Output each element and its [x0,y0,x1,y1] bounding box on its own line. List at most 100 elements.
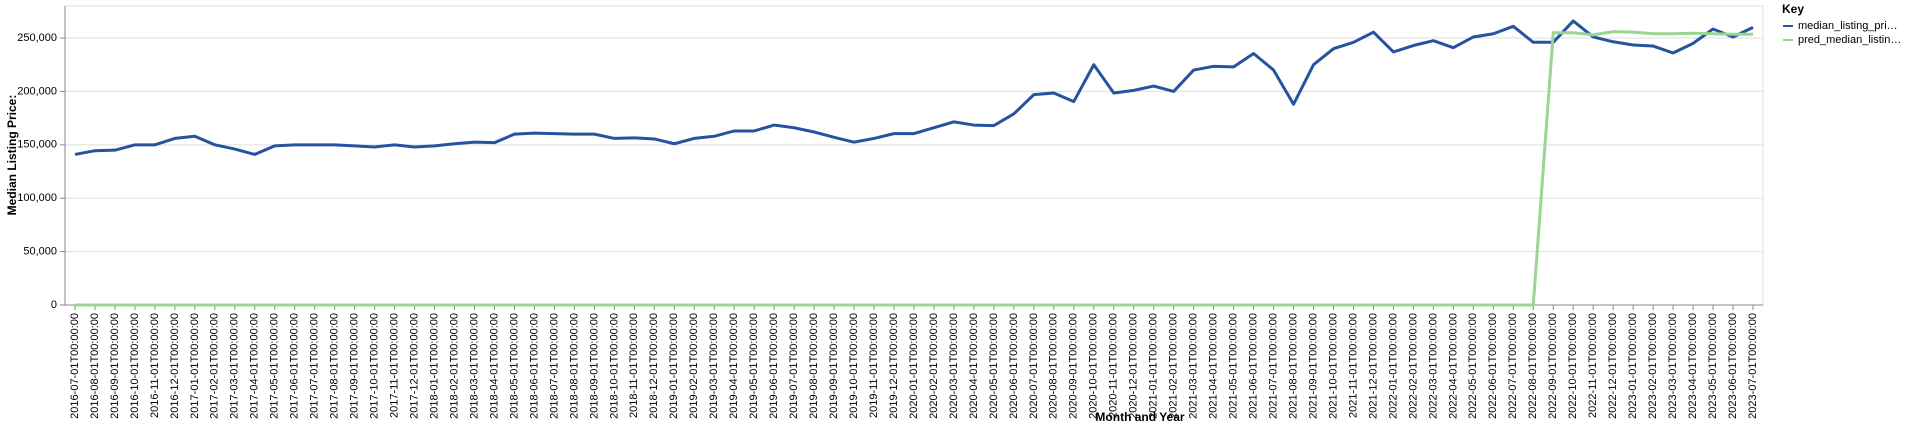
x-tick-label: 2021-12-01T00:00:00 [1367,313,1379,419]
x-tick-label: 2021-06-01T00:00:00 [1248,313,1260,419]
x-tick-label: 2018-08-01T00:00:00 [568,313,580,419]
x-tick-label: 2019-07-01T00:00:00 [788,313,800,419]
x-tick-label: 2016-11-01T00:00:00 [149,313,161,418]
x-tick-label: 2018-05-01T00:00:00 [508,313,520,419]
x-tick-label: 2023-04-01T00:00:00 [1687,313,1699,419]
x-tick-label: 2019-09-01T00:00:00 [828,313,840,419]
x-tick-label: 2023-02-01T00:00:00 [1647,313,1659,419]
plot-frame [64,5,1764,306]
x-tick-label: 2018-11-01T00:00:00 [628,313,640,418]
x-tick-label: 2019-01-01T00:00:00 [668,313,680,419]
x-tick-label: 2020-02-01T00:00:00 [928,313,940,419]
x-tick-label: 2017-08-01T00:00:00 [329,313,341,419]
x-tick-label: 2022-02-01T00:00:00 [1407,313,1419,419]
series-line [74,19,1754,156]
x-tick-label: 2019-12-01T00:00:00 [888,313,900,419]
x-tick-label: 2023-06-01T00:00:00 [1727,313,1739,419]
x-tick-label: 2020-11-01T00:00:00 [1108,313,1120,418]
x-tick-label: 2019-04-01T00:00:00 [728,313,740,419]
legend-label: pred_median_listin… [1798,34,1901,46]
x-tick-label: 2017-10-01T00:00:00 [369,313,381,419]
legend-title: Key [1782,2,1804,16]
x-tick-label: 2017-02-01T00:00:00 [209,313,221,419]
series-line [74,30,1754,307]
x-tick-label: 2022-08-01T00:00:00 [1527,313,1539,419]
x-tick-label: 2019-06-01T00:00:00 [768,313,780,419]
y-tick-label: 150,000 [17,139,57,151]
y-tick-label: 200,000 [17,85,57,97]
x-tick-label: 2021-09-01T00:00:00 [1307,313,1319,419]
y-tick-label: 100,000 [17,192,57,204]
x-tick-label: 2022-12-01T00:00:00 [1607,313,1619,419]
x-tick-label: 2018-03-01T00:00:00 [468,313,480,419]
x-tick-label: 2023-07-01T00:00:00 [1747,313,1759,419]
x-tick-label: 2019-05-01T00:00:00 [748,313,760,419]
y-tick-label: 50,000 [23,246,57,258]
x-tick-label: 2021-04-01T00:00:00 [1208,313,1220,419]
x-tick-label: 2021-03-01T00:00:00 [1188,313,1200,419]
x-tick-label: 2020-06-01T00:00:00 [1008,313,1020,419]
x-tick-label: 2019-11-01T00:00:00 [868,313,880,418]
x-tick-label: 2017-09-01T00:00:00 [349,313,361,419]
x-tick-label: 2020-07-01T00:00:00 [1028,313,1040,419]
x-tick-label: 2017-12-01T00:00:00 [408,313,420,419]
x-tick-label: 2018-12-01T00:00:00 [648,313,660,419]
x-tick-label: 2020-08-01T00:00:00 [1048,313,1060,419]
x-tick-label: 2021-07-01T00:00:00 [1267,313,1279,419]
x-tick-label: 2016-10-01T00:00:00 [129,313,141,419]
x-tick-label: 2019-02-01T00:00:00 [688,313,700,419]
x-tick-label: 2022-01-01T00:00:00 [1387,313,1399,419]
x-tick-label: 2018-09-01T00:00:00 [588,313,600,419]
x-tick-label: 2022-10-01T00:00:00 [1567,313,1579,419]
x-tick-label: 2018-04-01T00:00:00 [488,313,500,419]
x-tick-label: 2023-05-01T00:00:00 [1707,313,1719,419]
x-axis-title: Month and Year [1095,410,1184,424]
x-tick-label: 2020-03-01T00:00:00 [948,313,960,419]
x-tick-label: 2021-01-01T00:00:00 [1148,313,1160,419]
x-tick-label: 2023-03-01T00:00:00 [1667,313,1679,419]
x-tick-label: 2017-05-01T00:00:00 [269,313,281,419]
x-tick-label: 2018-10-01T00:00:00 [608,313,620,419]
x-tick-label: 2018-01-01T00:00:00 [428,313,440,419]
x-tick-label: 2016-09-01T00:00:00 [109,313,121,419]
x-tick-label: 2019-08-01T00:00:00 [808,313,820,419]
x-tick-label: 2016-08-01T00:00:00 [89,313,101,419]
x-tick-label: 2021-10-01T00:00:00 [1327,313,1339,419]
x-tick-label: 2016-07-01T00:00:00 [69,313,81,419]
x-tick-label: 2020-10-01T00:00:00 [1088,313,1100,419]
x-tick-label: 2018-07-01T00:00:00 [548,313,560,419]
x-tick-label: 2021-08-01T00:00:00 [1287,313,1299,419]
x-tick-label: 2019-10-01T00:00:00 [848,313,860,419]
x-tick-label: 2020-01-01T00:00:00 [908,313,920,419]
legend-label: median_listing_pri… [1798,20,1898,32]
x-tick-label: 2019-03-01T00:00:00 [708,313,720,419]
x-tick-label: 2017-03-01T00:00:00 [229,313,241,419]
x-tick-label: 2018-02-01T00:00:00 [448,313,460,419]
x-tick-label: 2020-12-01T00:00:00 [1128,313,1140,419]
y-axis-title: Median Listing Price: [5,95,19,216]
x-tick-label: 2020-05-01T00:00:00 [988,313,1000,419]
x-tick-label: 2021-11-01T00:00:00 [1347,313,1359,418]
x-tick-label: 2020-09-01T00:00:00 [1068,313,1080,419]
x-tick-label: 2016-12-01T00:00:00 [169,313,181,419]
y-tick-label: 250,000 [17,32,57,44]
x-tick-label: 2022-09-01T00:00:00 [1547,313,1559,419]
x-tick-label: 2022-06-01T00:00:00 [1487,313,1499,419]
x-tick-label: 2018-06-01T00:00:00 [528,313,540,419]
x-tick-label: 2021-02-01T00:00:00 [1168,313,1180,419]
x-tick-label: 2017-11-01T00:00:00 [389,313,401,418]
x-tick-label: 2022-03-01T00:00:00 [1427,313,1439,419]
x-tick-label: 2021-05-01T00:00:00 [1228,313,1240,419]
x-tick-label: 2020-04-01T00:00:00 [968,313,980,419]
x-tick-label: 2022-11-01T00:00:00 [1587,313,1599,418]
y-tick-label: 0 [51,299,57,311]
x-tick-label: 2022-05-01T00:00:00 [1467,313,1479,419]
x-tick-label: 2017-07-01T00:00:00 [309,313,321,419]
x-tick-label: 2017-04-01T00:00:00 [249,313,261,419]
x-tick-label: 2023-01-01T00:00:00 [1627,313,1639,419]
x-tick-label: 2017-01-01T00:00:00 [189,313,201,419]
x-tick-label: 2022-04-01T00:00:00 [1447,313,1459,419]
x-tick-label: 2022-07-01T00:00:00 [1507,313,1519,419]
